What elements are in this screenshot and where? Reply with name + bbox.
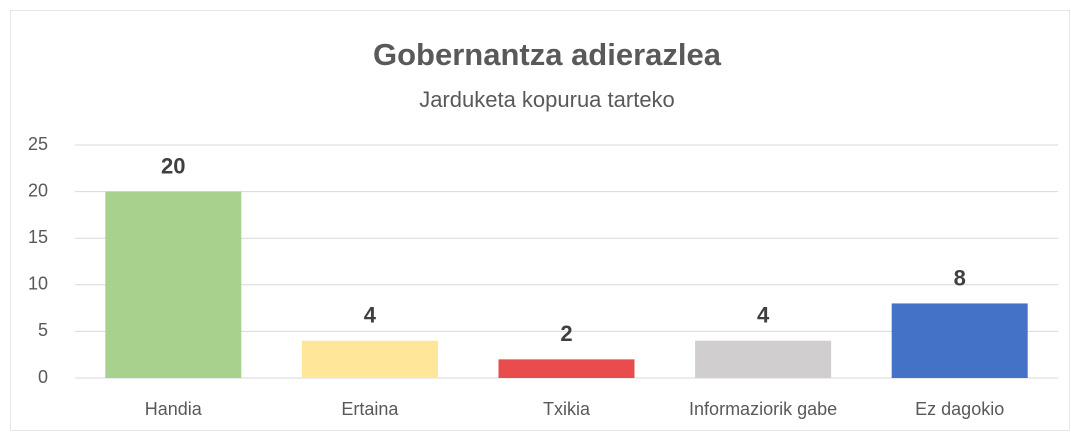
value-label: 8 bbox=[954, 265, 966, 290]
x-tick-label: Txikia bbox=[543, 399, 591, 419]
y-tick-label: 5 bbox=[38, 320, 48, 340]
value-label: 4 bbox=[757, 303, 770, 328]
bar bbox=[695, 340, 832, 378]
x-tick-label: Informaziorik gabe bbox=[689, 399, 837, 419]
value-label: 20 bbox=[161, 153, 185, 178]
y-tick-label: 0 bbox=[38, 367, 48, 387]
bar bbox=[105, 191, 242, 378]
y-tick-label: 10 bbox=[28, 274, 48, 294]
y-tick-label: 25 bbox=[28, 134, 48, 154]
value-label: 4 bbox=[364, 303, 377, 328]
x-tick-label: Ez dagokio bbox=[915, 399, 1004, 419]
bar bbox=[891, 303, 1028, 378]
x-tick-label: Ertaina bbox=[341, 399, 399, 419]
bar bbox=[301, 340, 438, 378]
chart-title: Gobernantza adierazlea bbox=[373, 37, 722, 72]
bar bbox=[498, 359, 635, 378]
y-tick-label: 20 bbox=[28, 180, 48, 200]
chart-subtitle: Jarduketa kopurua tarteko bbox=[419, 87, 675, 112]
y-tick-label: 15 bbox=[28, 227, 48, 247]
x-tick-label: Handia bbox=[145, 399, 203, 419]
value-label: 2 bbox=[560, 321, 572, 346]
